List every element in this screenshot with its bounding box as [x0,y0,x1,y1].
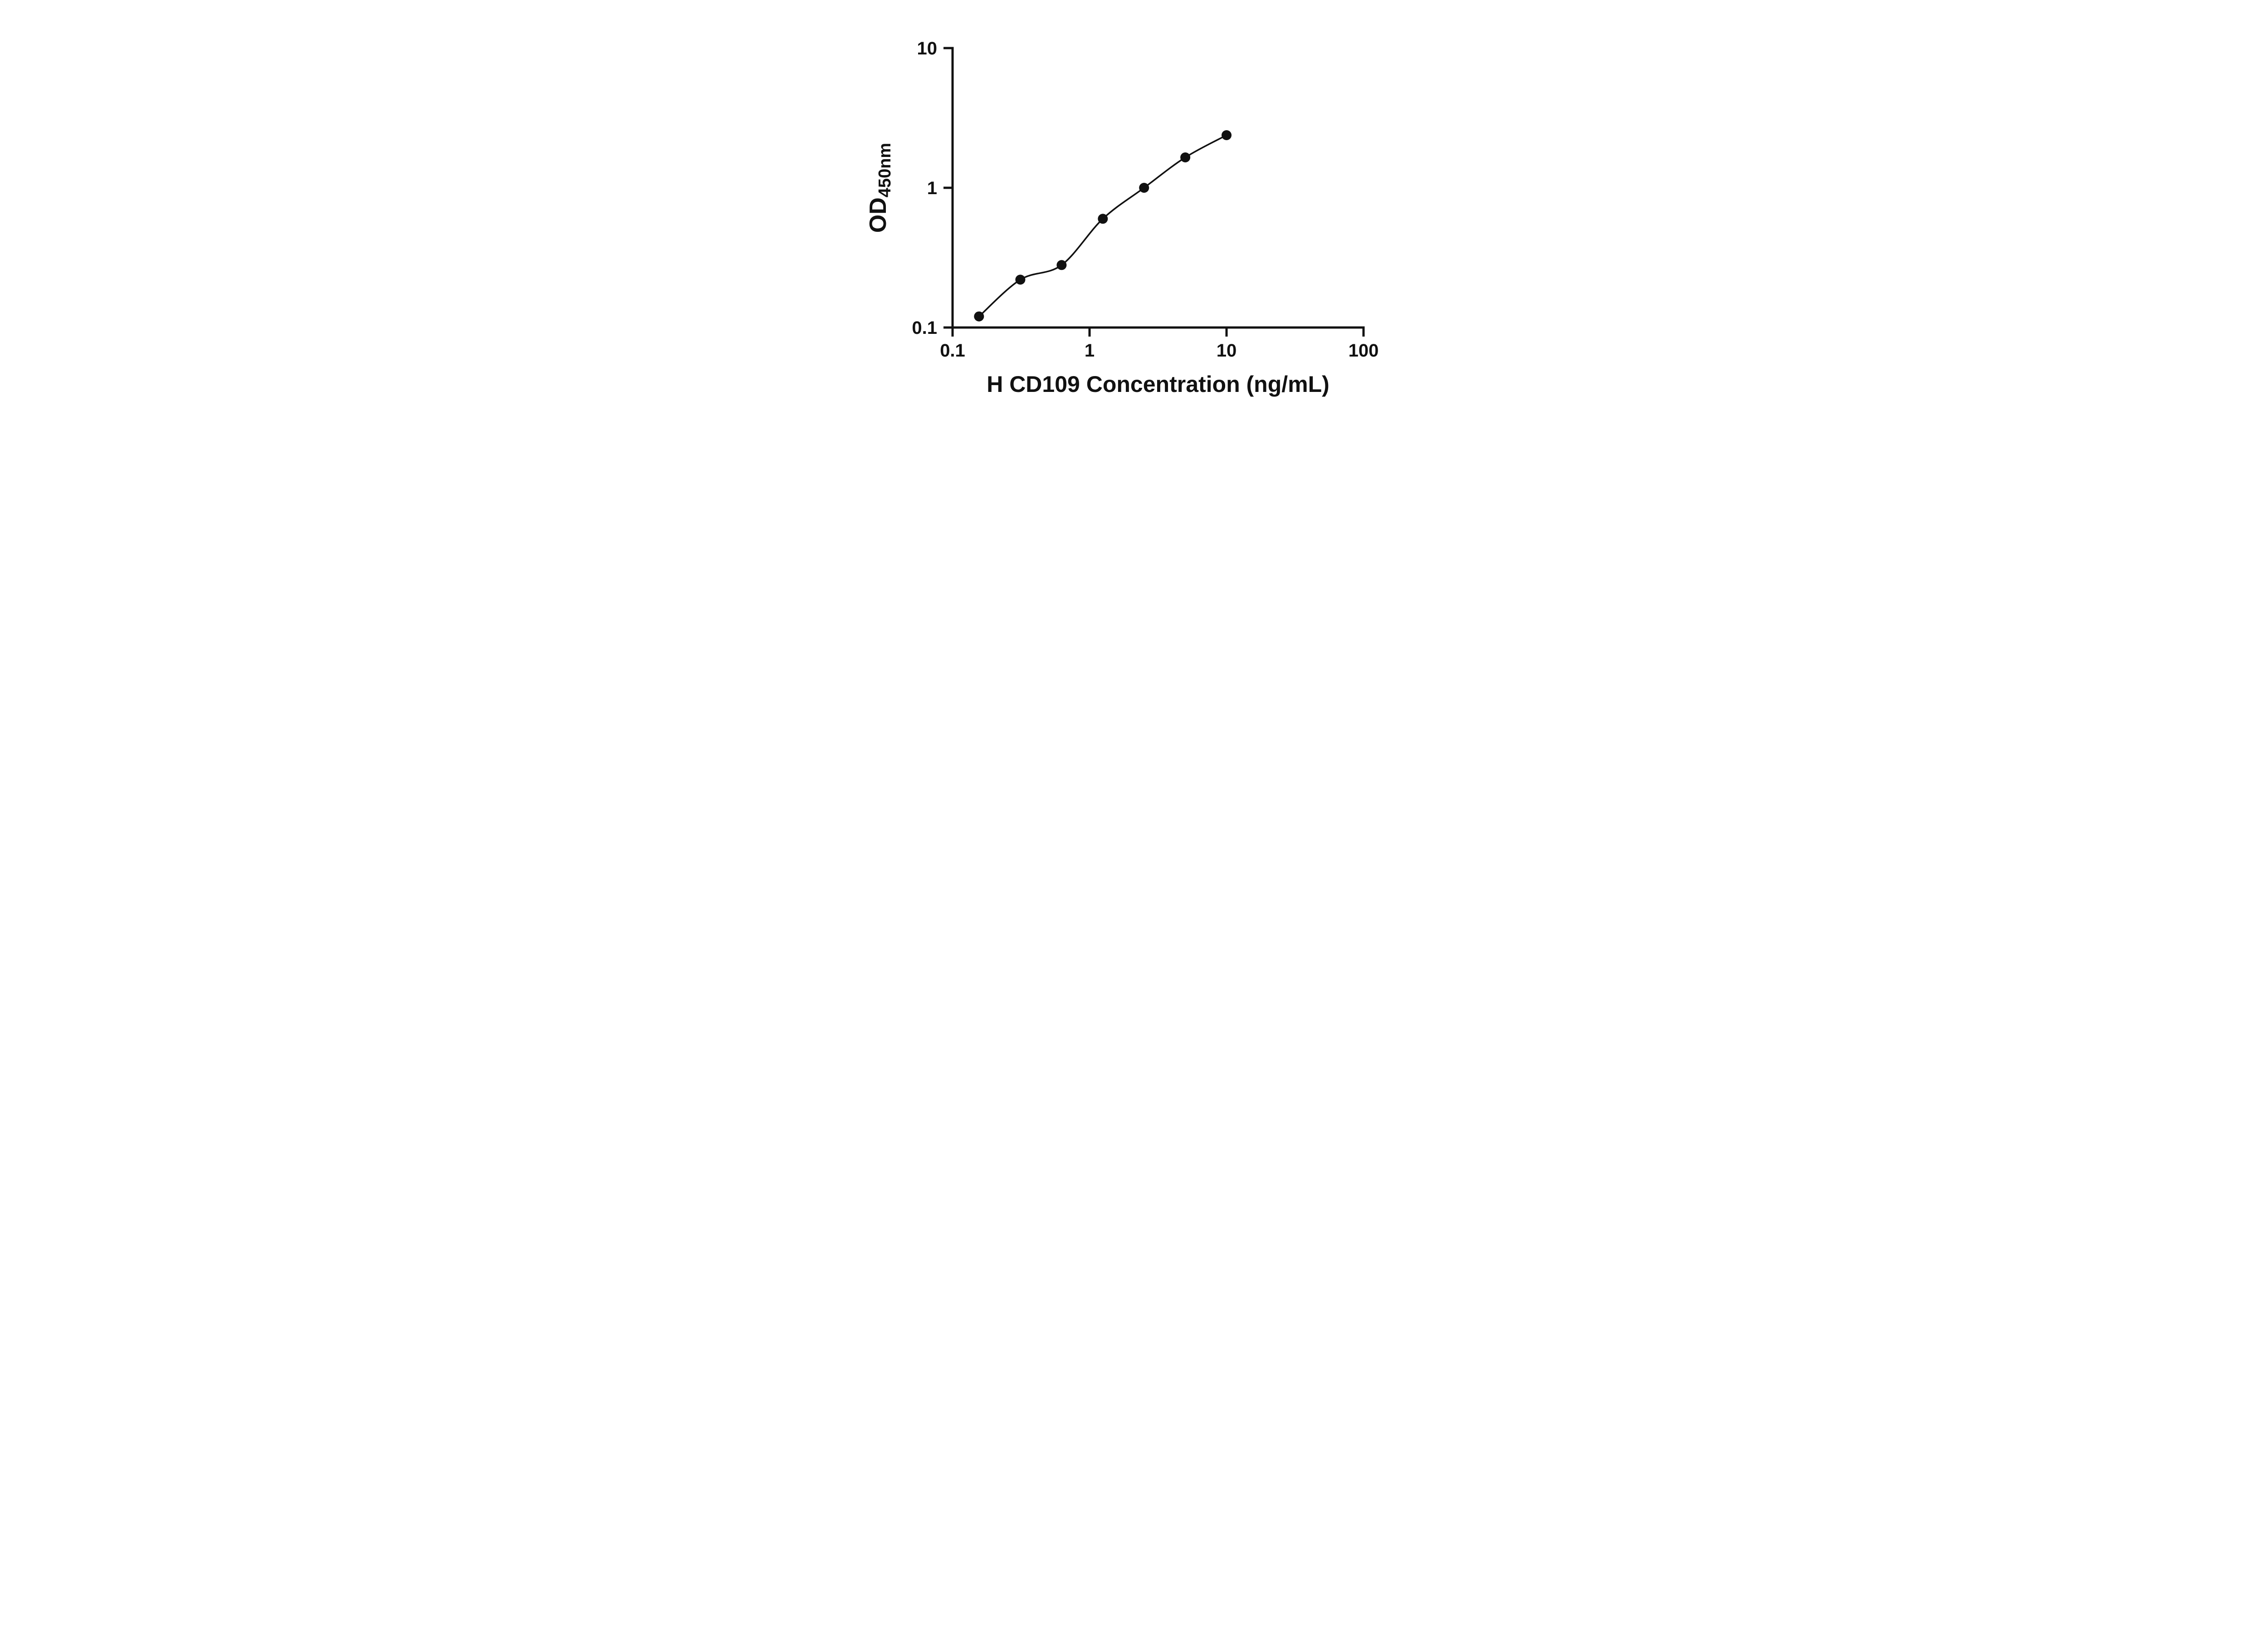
x-tick-label: 10 [1217,341,1237,361]
data-point [1015,274,1026,285]
y-axis-label-main: OD [865,197,891,233]
axes-group: 0.1 1 10 0.1 1 10 100 [912,39,1378,361]
data-point [1222,130,1232,140]
x-tick-label: 100 [1349,341,1379,361]
data-point [1098,214,1108,224]
data-point [1139,183,1149,193]
axis-spines [951,47,1365,329]
data-point [974,311,984,322]
data-point [1056,260,1067,270]
y-tick-label: 1 [927,178,937,198]
data-point [1180,152,1191,162]
y-tick-label: 10 [917,39,938,59]
y-axis-label-sub: 450nm [875,143,894,197]
y-axis-label: OD450nm [865,143,894,233]
standard-curve-line [978,134,1227,318]
series-group [974,130,1232,322]
x-tick-label: 1 [1085,341,1095,361]
chart-svg: 0.1 1 10 0.1 1 10 100 H CD109 Concentration (n… [865,39,1378,397]
y-tick-label: 0.1 [912,318,937,338]
x-axis-label: H CD109 Concentration (ng/mL) [987,372,1330,397]
x-tick-label: 0.1 [940,341,965,361]
figure: 0.1 1 10 0.1 1 10 100 H CD109 Concentration (n… [848,0,1420,430]
